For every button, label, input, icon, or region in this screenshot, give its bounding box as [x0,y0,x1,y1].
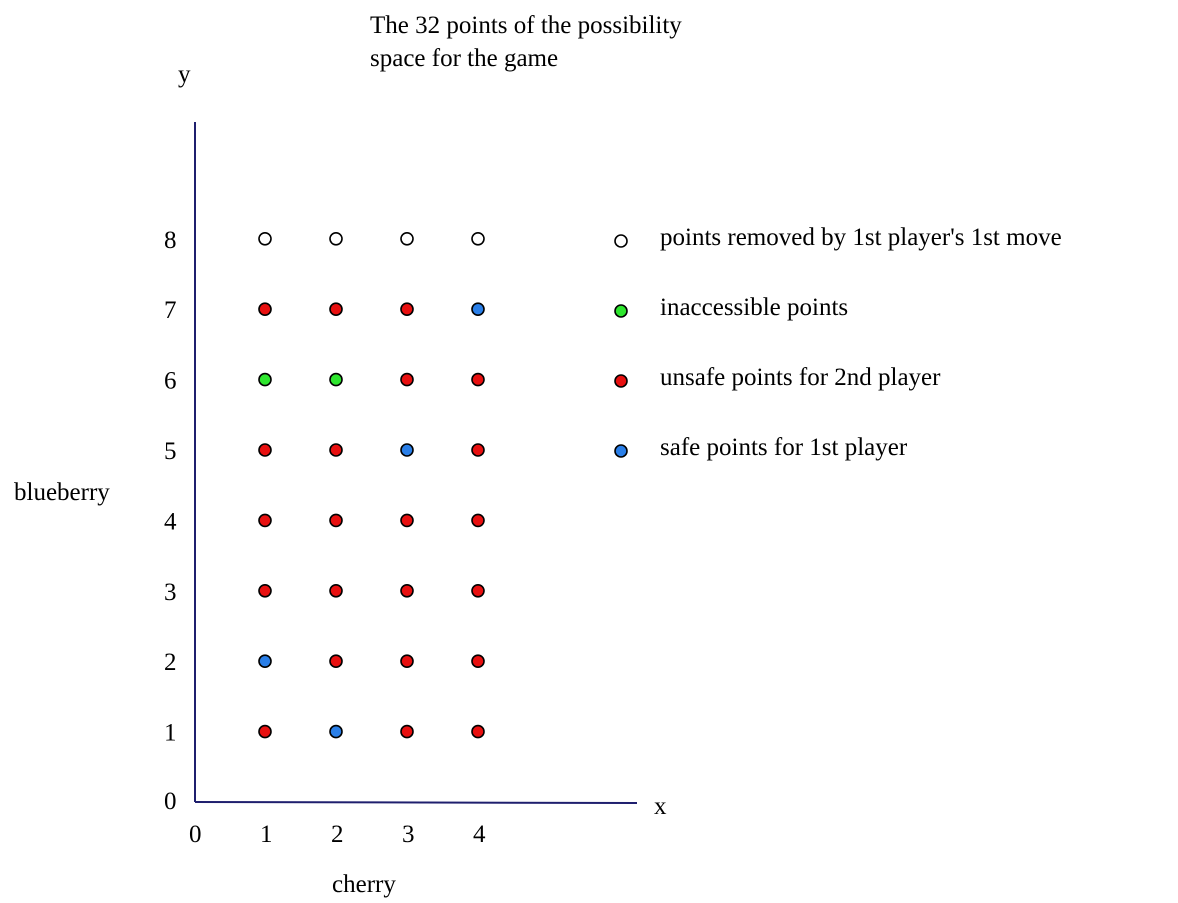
y-axis-name: blueberry [14,479,110,506]
x-axis-line [194,801,638,804]
legend-label-unsafe: unsafe points for 2nd player [660,364,941,391]
point-1-5-unsafe [258,443,272,457]
title-line-2: space for the game [370,45,558,72]
y-tick-7: 7 [164,297,177,324]
legend-marker-safe [614,444,628,458]
y-tick-8: 8 [164,227,177,254]
point-4-3-unsafe [471,583,485,598]
point-2-1-safe [329,724,343,739]
point-1-4-unsafe [258,513,272,528]
point-3-3-unsafe [400,583,414,598]
legend: points removed by 1st player's 1st move i… [614,224,1062,461]
point-4-6-unsafe [471,372,485,387]
title-line-1: The 32 points of the possibility [370,12,682,39]
point-2-7-unsafe [329,302,343,317]
legend-label-removed: points removed by 1st player's 1st move [660,224,1062,251]
point-4-5-unsafe [471,443,485,457]
point-1-7-unsafe [258,302,272,317]
y-tick-2: 2 [164,649,177,676]
y-tick-1: 1 [164,720,177,747]
point-2-3-unsafe [329,583,343,598]
y-tick-5: 5 [164,438,177,465]
x-tick-4: 4 [473,821,486,848]
y-tick-4: 4 [164,508,177,535]
x-tick-labels: 0 1 2 3 4 [189,821,486,848]
point-1-2-safe [258,654,272,669]
point-3-8-removed [400,232,414,246]
point-1-6-inaccessible [258,372,272,387]
point-1-3-unsafe [258,583,272,598]
legend-marker-unsafe [614,374,628,388]
point-3-1-unsafe [400,724,414,739]
x-axis-symbol: x [654,793,667,820]
point-3-2-unsafe [400,654,414,669]
y-axis-symbol: y [178,61,191,88]
x-tick-1: 1 [260,821,273,848]
point-2-6-inaccessible [329,372,343,387]
y-tick-0: 0 [164,788,177,815]
point-3-6-unsafe [400,372,414,387]
point-2-4-unsafe [329,513,343,528]
point-4-8-removed [471,232,485,246]
point-grid [258,232,485,739]
point-4-2-unsafe [471,654,485,669]
y-tick-3: 3 [164,579,177,606]
point-3-7-unsafe [400,302,414,317]
legend-label-safe: safe points for 1st player [660,434,908,461]
point-4-7-safe [471,302,485,317]
point-1-8-removed [258,232,272,246]
legend-marker-removed [614,234,628,248]
x-tick-0: 0 [189,821,202,848]
point-4-4-unsafe [471,513,485,528]
x-tick-3: 3 [402,821,415,848]
point-2-5-unsafe [329,443,343,457]
legend-marker-inaccessible [614,304,628,318]
point-4-1-unsafe [471,724,485,739]
point-3-5-safe [400,443,414,457]
x-axis-name: cherry [332,871,396,898]
point-2-2-unsafe [329,654,343,669]
y-tick-labels: 0 1 2 3 4 5 6 7 8 [164,227,177,815]
y-tick-6: 6 [164,368,177,395]
x-tick-2: 2 [331,821,344,848]
point-2-8-removed [329,232,343,246]
legend-label-inaccessible: inaccessible points [660,294,848,321]
point-1-1-unsafe [258,724,272,739]
point-3-4-unsafe [400,513,414,528]
